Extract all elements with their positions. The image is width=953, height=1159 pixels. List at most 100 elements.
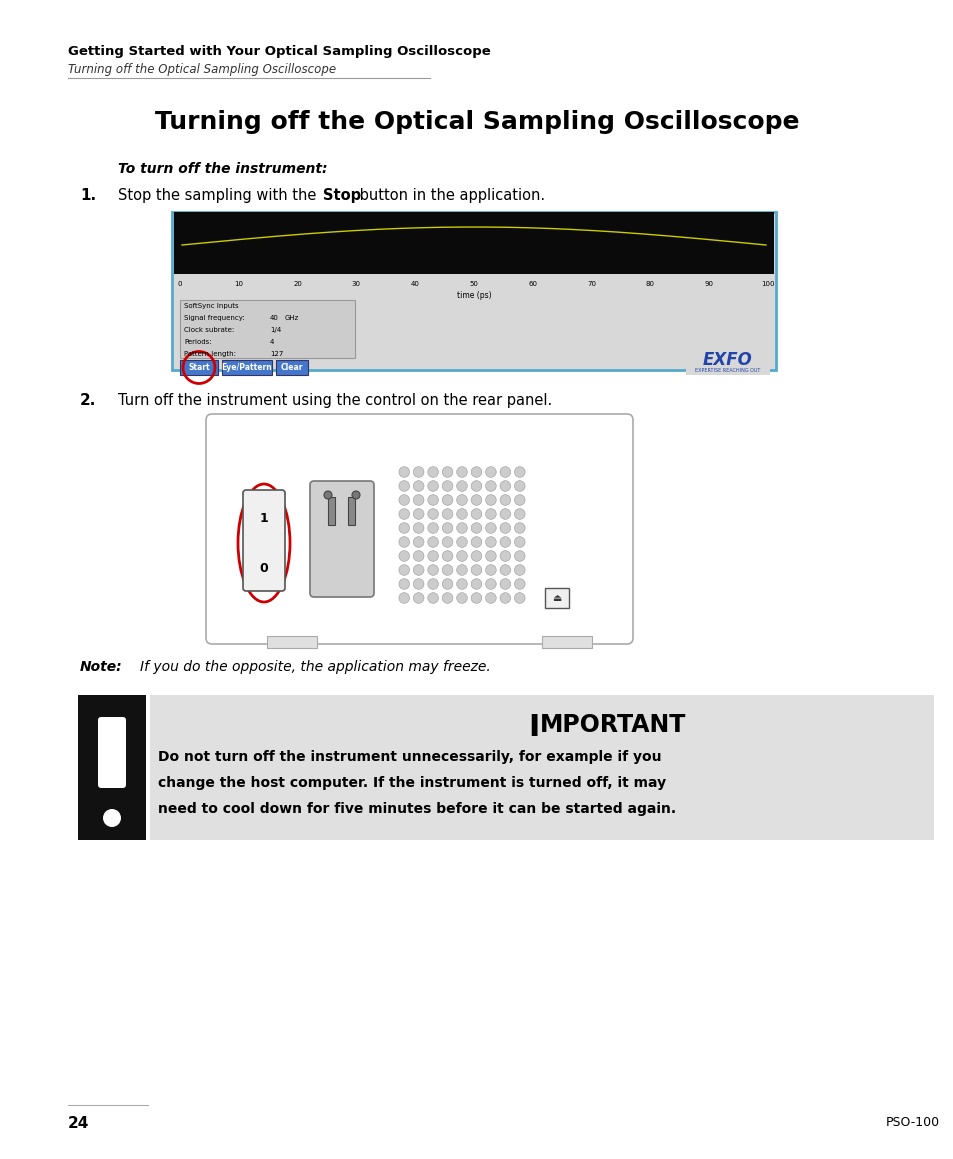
- Circle shape: [103, 809, 121, 828]
- Bar: [328, 497, 335, 525]
- Circle shape: [456, 592, 467, 604]
- Circle shape: [442, 523, 453, 533]
- Circle shape: [485, 523, 496, 533]
- Circle shape: [499, 509, 510, 519]
- Circle shape: [427, 564, 438, 575]
- Text: 70: 70: [586, 280, 596, 287]
- Text: Signal frequency:: Signal frequency:: [184, 315, 245, 321]
- Circle shape: [499, 537, 510, 547]
- Circle shape: [485, 564, 496, 575]
- Text: 1.: 1.: [80, 188, 96, 203]
- Circle shape: [471, 537, 481, 547]
- Circle shape: [324, 491, 332, 500]
- Text: 60: 60: [528, 280, 537, 287]
- Text: EXPERTISE REACHING OUT: EXPERTISE REACHING OUT: [695, 369, 760, 373]
- Bar: [150, 695, 933, 840]
- Circle shape: [499, 467, 510, 478]
- Circle shape: [485, 537, 496, 547]
- Bar: [222, 360, 272, 376]
- Circle shape: [427, 481, 438, 491]
- Circle shape: [514, 578, 524, 589]
- Circle shape: [442, 495, 453, 505]
- Circle shape: [499, 578, 510, 589]
- Bar: [348, 497, 355, 525]
- Circle shape: [442, 509, 453, 519]
- Text: Periods:: Periods:: [184, 338, 212, 345]
- Text: 40: 40: [270, 315, 278, 321]
- Circle shape: [514, 495, 524, 505]
- Circle shape: [485, 509, 496, 519]
- Text: Getting Started with Your Optical Sampling Oscilloscope: Getting Started with Your Optical Sampli…: [68, 45, 490, 58]
- Text: need to cool down for five minutes before it can be started again.: need to cool down for five minutes befor…: [158, 802, 676, 816]
- Text: button in the application.: button in the application.: [355, 188, 544, 203]
- Circle shape: [413, 592, 423, 604]
- Circle shape: [485, 592, 496, 604]
- Circle shape: [413, 578, 423, 589]
- Circle shape: [456, 467, 467, 478]
- Circle shape: [514, 551, 524, 561]
- Text: Clear: Clear: [280, 363, 303, 372]
- Circle shape: [442, 481, 453, 491]
- Bar: [180, 360, 218, 376]
- Circle shape: [427, 551, 438, 561]
- Circle shape: [471, 481, 481, 491]
- Text: ⏏: ⏏: [552, 593, 561, 603]
- Circle shape: [499, 592, 510, 604]
- Bar: [173, 212, 773, 274]
- Circle shape: [427, 523, 438, 533]
- Circle shape: [514, 509, 524, 519]
- Text: EXFO: EXFO: [702, 351, 752, 369]
- Bar: [275, 360, 308, 376]
- Text: I: I: [528, 713, 539, 742]
- FancyBboxPatch shape: [98, 717, 126, 788]
- Text: Turn off the instrument using the control on the rear panel.: Turn off the instrument using the contro…: [118, 393, 552, 408]
- Circle shape: [398, 578, 409, 589]
- Circle shape: [398, 523, 409, 533]
- Text: 0: 0: [177, 280, 182, 287]
- Circle shape: [413, 467, 423, 478]
- Text: To turn off the instrument:: To turn off the instrument:: [118, 162, 327, 176]
- Circle shape: [398, 467, 409, 478]
- Circle shape: [442, 537, 453, 547]
- Circle shape: [427, 467, 438, 478]
- Circle shape: [499, 523, 510, 533]
- Circle shape: [485, 578, 496, 589]
- Text: PSO-100: PSO-100: [885, 1116, 939, 1129]
- Circle shape: [499, 481, 510, 491]
- Circle shape: [456, 495, 467, 505]
- Text: 4: 4: [270, 338, 274, 345]
- Circle shape: [398, 551, 409, 561]
- Circle shape: [427, 592, 438, 604]
- Circle shape: [471, 509, 481, 519]
- Circle shape: [398, 509, 409, 519]
- Circle shape: [398, 592, 409, 604]
- Circle shape: [456, 509, 467, 519]
- Text: GHz: GHz: [285, 315, 299, 321]
- Circle shape: [485, 467, 496, 478]
- Text: Do not turn off the instrument unnecessarily, for example if you: Do not turn off the instrument unnecessa…: [158, 750, 660, 764]
- Circle shape: [442, 578, 453, 589]
- Circle shape: [442, 564, 453, 575]
- Circle shape: [413, 495, 423, 505]
- Circle shape: [413, 564, 423, 575]
- Text: Pattern length:: Pattern length:: [184, 351, 235, 357]
- Text: If you do the opposite, the application may freeze.: If you do the opposite, the application …: [140, 659, 490, 675]
- Circle shape: [514, 467, 524, 478]
- Bar: [172, 212, 775, 370]
- Circle shape: [514, 592, 524, 604]
- Circle shape: [427, 509, 438, 519]
- Circle shape: [442, 467, 453, 478]
- Circle shape: [398, 564, 409, 575]
- Circle shape: [456, 523, 467, 533]
- Text: 20: 20: [293, 280, 302, 287]
- FancyBboxPatch shape: [243, 490, 285, 591]
- Bar: [180, 300, 355, 358]
- Circle shape: [471, 551, 481, 561]
- Text: Turning off the Optical Sampling Oscilloscope: Turning off the Optical Sampling Oscillo…: [154, 110, 799, 134]
- FancyBboxPatch shape: [206, 414, 633, 644]
- Text: 10: 10: [234, 280, 243, 287]
- Text: 90: 90: [704, 280, 713, 287]
- Circle shape: [485, 481, 496, 491]
- Circle shape: [514, 523, 524, 533]
- Text: Stop the sampling with the: Stop the sampling with the: [118, 188, 320, 203]
